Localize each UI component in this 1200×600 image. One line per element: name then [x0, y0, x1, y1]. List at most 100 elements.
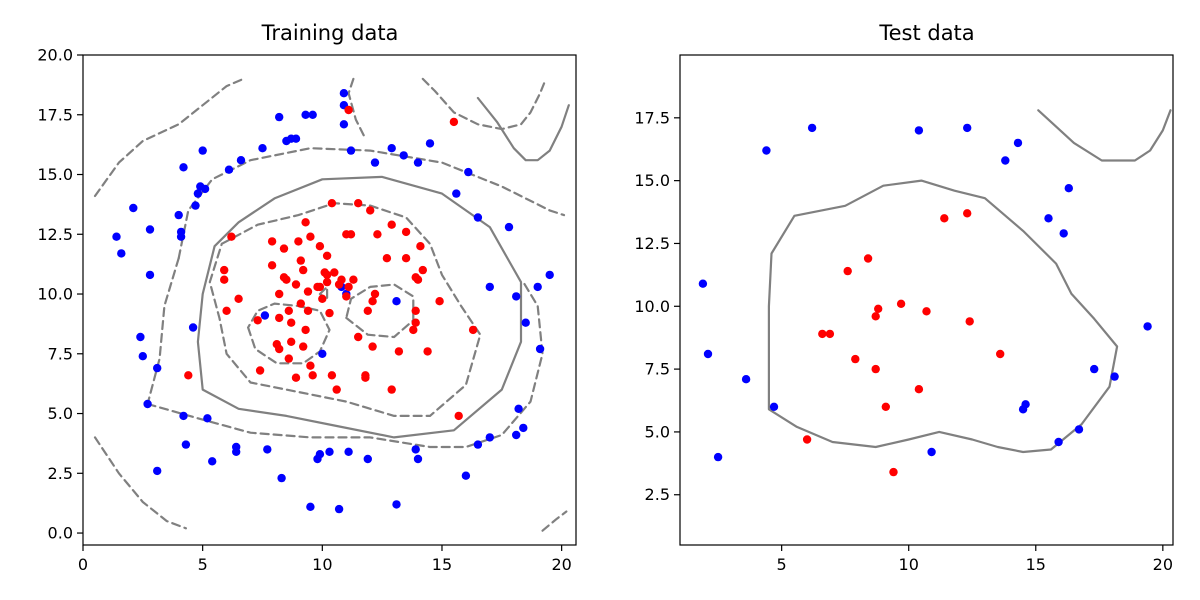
- training-xtick-label-3: 15: [432, 555, 452, 574]
- training-point-class_0-56: [413, 454, 423, 464]
- training-contour-solid-1: [476, 96, 570, 162]
- training-point-class_0-7: [145, 270, 155, 280]
- test-contour-solid-0: [767, 179, 1119, 454]
- training-point-class_1-78: [435, 297, 444, 306]
- training-ytick-label-0: 0.0: [48, 524, 73, 543]
- training-point-class_0-17: [191, 201, 200, 210]
- training-contours: [93, 77, 570, 532]
- test-ytick-label-3: 10.0: [634, 297, 670, 316]
- test-xtick-label-3: 20: [1153, 555, 1173, 574]
- training-point-class_0-3: [136, 332, 145, 342]
- training-point-class_1-6: [253, 316, 262, 325]
- test-point-class_0-17: [1064, 184, 1074, 193]
- training-xtick-label-1: 5: [198, 555, 208, 574]
- training-point-class_1-72: [411, 318, 420, 327]
- test-ytick-label-1: 5.0: [645, 422, 670, 441]
- training-point-class_0-59: [452, 189, 461, 198]
- training-point-class_0-51: [387, 144, 396, 153]
- training-point-class_0-4: [138, 352, 147, 361]
- training-point-class_0-8: [153, 363, 162, 373]
- training-point-class_0-71: [521, 318, 530, 327]
- training-title: Training data: [261, 21, 399, 45]
- training-point-class_0-67: [512, 292, 521, 301]
- training-point-class_0-13: [179, 163, 188, 172]
- training-point-class_1-15: [279, 244, 289, 253]
- test-point-class_0-21: [1143, 322, 1152, 331]
- training-point-class_1-20: [287, 337, 296, 346]
- training-point-class_1-0: [184, 371, 193, 380]
- training-point-class_0-70: [519, 423, 528, 433]
- training-point-class_0-16: [188, 323, 198, 332]
- training-point-class_1-43: [325, 308, 334, 318]
- training-point-class_1-56: [354, 199, 363, 208]
- training-point-class_0-49: [363, 454, 372, 464]
- training-point-class_1-16: [282, 275, 291, 284]
- training-point-class_1-19: [287, 318, 296, 327]
- training-ytick-label-8: 20.0: [37, 46, 73, 65]
- test-point-class_0-0: [698, 279, 708, 288]
- test-xtick-label-1: 10: [899, 555, 919, 574]
- training-point-class_0-0: [112, 232, 121, 241]
- training-point-class_1-23: [294, 237, 303, 246]
- test-point-class_0-10: [1001, 156, 1010, 165]
- training-contour-solid-0: [196, 175, 523, 439]
- test-point-class_0-18: [1074, 425, 1084, 434]
- training-point-class_0-36: [306, 502, 315, 511]
- training-point-class_1-79: [449, 117, 459, 127]
- training-point-class_1-40: [322, 251, 332, 260]
- training-contour-dashed-2: [177, 147, 566, 260]
- training-point-class_0-12: [176, 227, 186, 237]
- training-point-class_0-50: [370, 158, 380, 167]
- training-point-class_0-2: [129, 203, 138, 213]
- test-ytick-label-0: 2.5: [645, 485, 670, 504]
- training-point-class_0-68: [512, 430, 521, 440]
- training-point-class_0-9: [153, 466, 162, 476]
- training-point-class_0-5: [143, 399, 152, 409]
- training-point-class_1-46: [330, 268, 339, 277]
- training-point-class_1-49: [337, 275, 346, 284]
- training-point-class_0-74: [545, 270, 554, 280]
- test-point-class_1-11: [896, 299, 906, 308]
- training-point-class_0-66: [504, 222, 514, 232]
- training-point-class_1-70: [409, 325, 418, 335]
- training-point-class_1-41: [322, 270, 332, 280]
- training-point-class_1-62: [370, 289, 380, 299]
- test-axes: 5 10 15 20 2.5 5.0 7.5 10.0 12.5 15.0 17.5: [634, 54, 1174, 574]
- training-point-class_1-9: [267, 261, 277, 270]
- training-point-class_1-74: [413, 275, 423, 284]
- training-point-class_0-39: [315, 450, 325, 459]
- training-point-class_1-66: [387, 385, 396, 394]
- training-point-class_1-12: [275, 289, 284, 299]
- training-point-class_0-63: [473, 213, 483, 222]
- training-point-class_0-35: [301, 110, 310, 120]
- test-point-class_0-2: [713, 452, 723, 462]
- training-point-class_1-22: [291, 280, 301, 289]
- training-point-class_0-45: [339, 120, 349, 129]
- training-point-class_1-83: [366, 206, 375, 215]
- training-point-class_1-38: [318, 294, 327, 303]
- training-ytick-label-1: 2.5: [48, 464, 73, 483]
- training-point-class_1-44: [327, 371, 337, 380]
- training-xtick-label-0: 0: [78, 555, 88, 574]
- training-point-class_1-3: [222, 306, 231, 315]
- training-point-class_1-25: [296, 299, 305, 308]
- training-point-class_1-77: [423, 347, 432, 356]
- training-point-class_0-57: [413, 158, 423, 167]
- test-point-class_1-3: [843, 266, 852, 276]
- training-point-class_0-1: [117, 249, 126, 258]
- test-point-class_0-5: [769, 402, 779, 411]
- training-point-class_1-68: [401, 254, 411, 263]
- test-point-class_0-14: [1044, 214, 1053, 223]
- training-point-class_1-27: [299, 342, 308, 351]
- test-point-class_1-2: [825, 329, 835, 339]
- test-contour-solid-1: [1037, 109, 1172, 162]
- training-point-class_1-28: [301, 218, 310, 227]
- test-ytick-label-4: 12.5: [634, 234, 670, 253]
- training-point-class_1-69: [401, 227, 411, 237]
- test-point-class_0-6: [807, 123, 817, 133]
- training-point-class_1-55: [354, 332, 363, 342]
- training-ytick-label-6: 15.0: [37, 165, 73, 184]
- training-point-class_1-59: [363, 306, 372, 315]
- test-contours: [767, 109, 1172, 454]
- test-point-class_1-0: [802, 435, 812, 444]
